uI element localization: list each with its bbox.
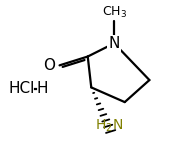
Text: N: N bbox=[108, 36, 120, 51]
Text: H: H bbox=[36, 81, 48, 96]
Text: $\mathrm{CH_3}$: $\mathrm{CH_3}$ bbox=[102, 5, 127, 20]
Text: HCl: HCl bbox=[8, 81, 35, 96]
Text: H$_2$N: H$_2$N bbox=[95, 118, 123, 134]
Text: O: O bbox=[43, 58, 55, 73]
